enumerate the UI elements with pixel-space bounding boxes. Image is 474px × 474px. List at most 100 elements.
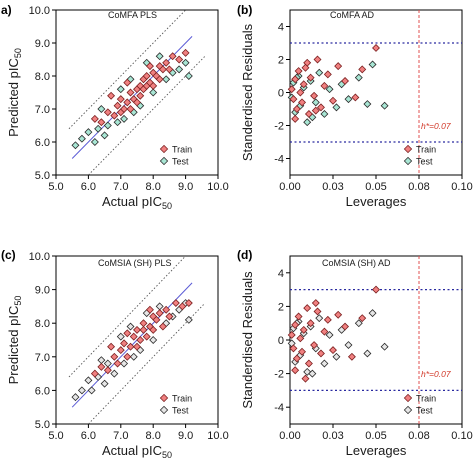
legend-label: Train [172,394,192,404]
test-point [97,356,106,365]
y-tick-label: 0 [278,335,284,347]
train-point [296,88,305,97]
train-point [116,346,125,355]
train-point [287,85,296,94]
train-point [133,325,141,334]
train-point [291,75,300,84]
train-point [155,309,164,318]
test-point [129,352,138,361]
train-point [97,362,106,371]
legend-marker [403,144,413,154]
train-point [162,305,171,314]
train-point [107,342,116,351]
x-tick-label: 0.03 [322,181,343,193]
train-point [306,73,315,82]
y-tick-label: 10.0 [29,251,50,263]
legend-marker [159,144,169,154]
panel-title: CoMSIA (SH) PLS [98,258,172,268]
panel-a: a) CoMFA PLS 5.0 6.0 7.0 8.0 9.0 10.0 5.0 6.0 7.… [1,3,229,211]
test-point [315,68,324,77]
train-point [323,70,332,79]
train-point [313,307,322,316]
train-point [142,332,151,341]
y-tick-label: -2 [274,369,284,381]
test-point [344,341,353,350]
train-point [152,315,161,324]
y-tick-label: 2 [278,55,284,67]
legend-label: Train [416,394,436,404]
y-tick-label: 5.0 [35,419,50,431]
h-star-label: h*=0.07 [421,369,451,379]
train-point [358,314,367,323]
plot-frame [55,255,219,425]
train-point [323,315,332,324]
y-tick-label: -2 [274,121,284,133]
train-point [155,75,164,84]
train-point [136,91,145,100]
test-point [332,352,341,361]
train-point [334,310,343,319]
train-point [90,114,99,123]
x-tick-label: 10.0 [207,181,228,193]
train-point [313,55,322,64]
lower-bound-line [88,302,206,425]
train-point [304,359,313,368]
test-point [162,75,171,84]
x-tick-label: 7.0 [113,430,128,442]
legend-label: Test [416,157,433,167]
train-point [181,48,190,57]
test-point [120,114,129,123]
train-point [301,63,310,72]
h-star-label: h*=0.07 [421,121,451,131]
test-point [320,359,329,368]
test-point [320,109,329,118]
x-tick-label: 0.08 [408,181,429,193]
y-tick-label: -4 [274,154,284,166]
test-point [77,386,86,395]
x-tick-label: 6.0 [81,430,96,442]
test-point [368,309,377,318]
x-tick-label: 0.05 [365,430,386,442]
train-point [316,349,325,358]
y-tick-label: 7.0 [35,352,50,364]
train-point [97,118,106,127]
train-point [139,319,148,328]
x-tick-label: 6.0 [81,181,96,193]
train-point [316,103,325,112]
test-point [308,369,317,378]
test-point [311,98,320,107]
x-tick-label: 0.10 [451,181,472,193]
train-point [158,65,167,74]
x-tick-label: 7.0 [113,181,128,193]
legend-marker [159,156,169,166]
test-point [97,105,106,113]
y-axis-label: Standerdised Residuals [240,271,255,409]
train-point [129,332,138,341]
train-point [133,98,141,107]
x-tick-label: 0.08 [408,430,429,442]
train-point [292,354,301,363]
test-point [368,60,377,69]
train-point [145,305,154,314]
y-tick-label: 9.0 [35,285,50,297]
train-point [320,327,329,336]
train-point [291,366,300,375]
legend-marker [403,405,413,415]
x-tick-label: 5.0 [48,430,63,442]
x-tick-label: 0.05 [365,181,386,193]
train-point [294,67,303,76]
test-point [77,134,86,143]
test-point [90,138,99,146]
test-point [354,73,363,82]
train-point [123,78,132,87]
upper-bound-line [68,255,186,378]
x-tick-label: 0.00 [279,181,300,193]
train-point [168,52,177,61]
test-point [184,315,193,324]
y-axis-label: Predicted pIC50 [6,296,23,385]
y-tick-label: 7.0 [35,104,50,116]
test-point [116,85,125,94]
train-point [126,105,135,113]
train-point [311,299,320,308]
